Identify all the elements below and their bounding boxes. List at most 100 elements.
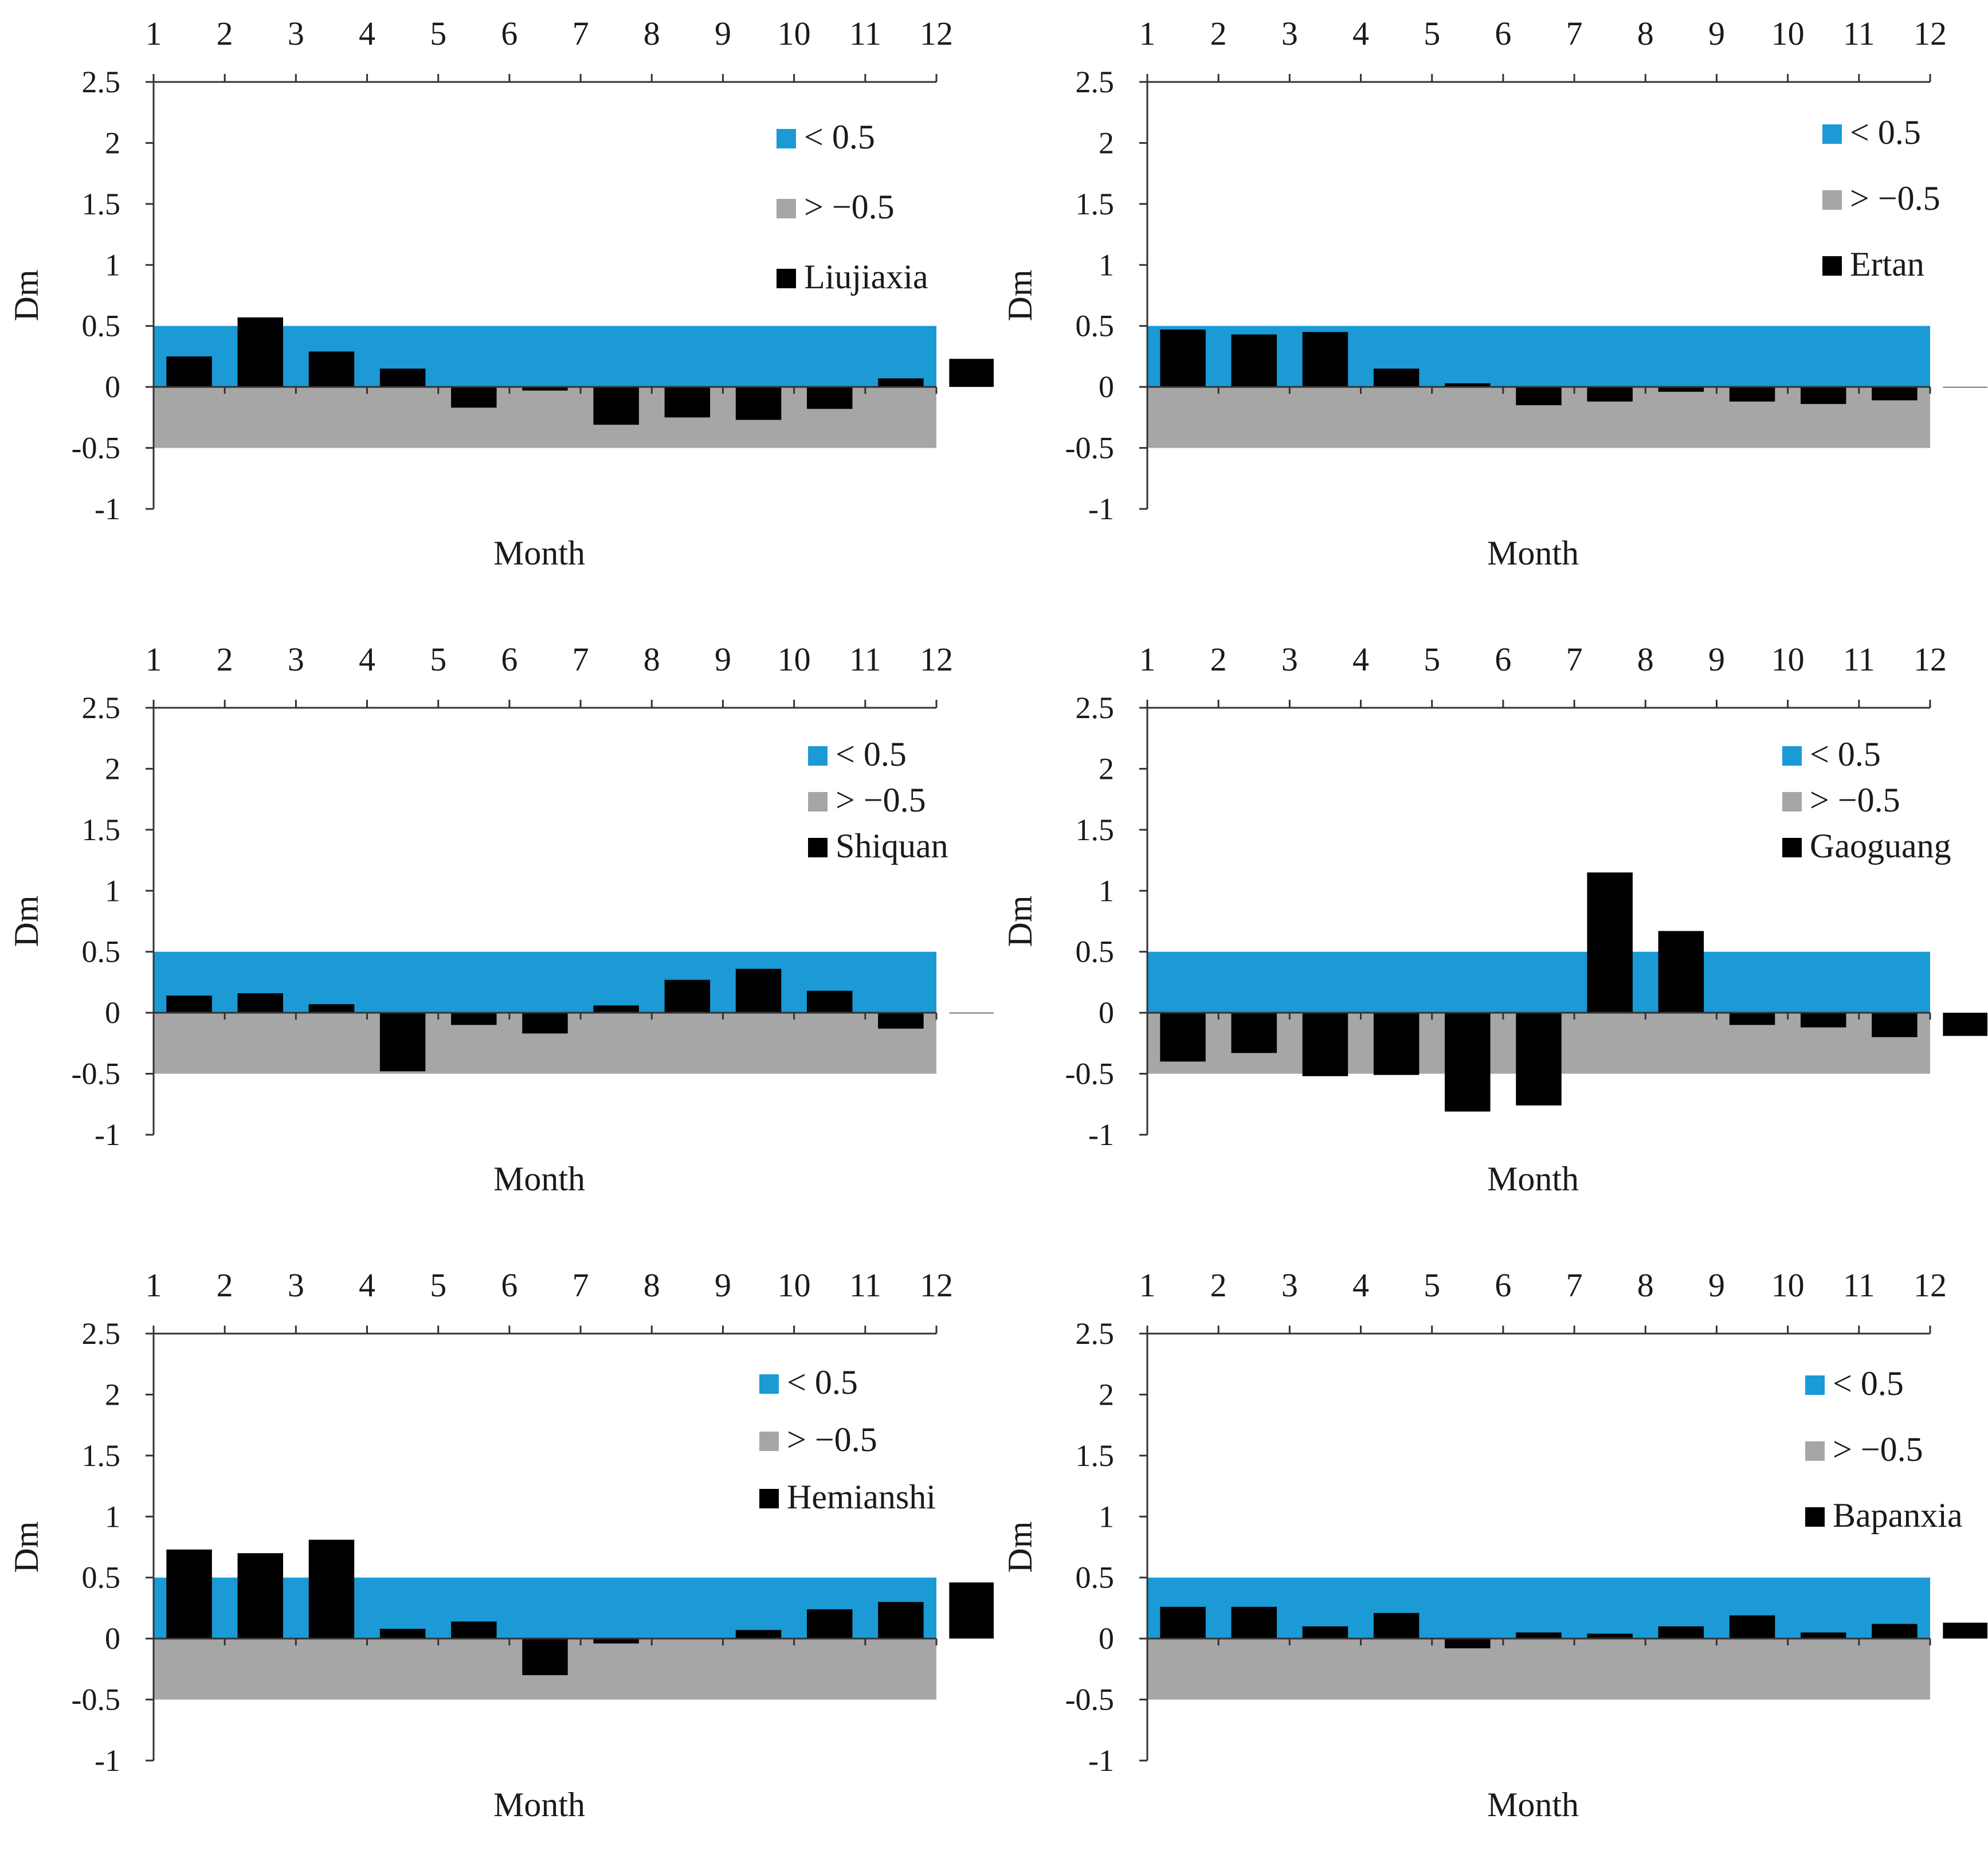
x-tick-label: 11 bbox=[849, 641, 881, 678]
bar-month-6 bbox=[522, 387, 568, 391]
legend-swatch bbox=[1805, 1375, 1825, 1395]
x-tick-label: 6 bbox=[1495, 15, 1511, 52]
x-tick-label: 3 bbox=[288, 641, 304, 678]
y-tick-label: 2 bbox=[105, 126, 120, 160]
bar-month-3 bbox=[1302, 332, 1348, 387]
bar-month-3 bbox=[1302, 1626, 1348, 1639]
bar-month-9 bbox=[1729, 1615, 1775, 1639]
y-tick-label: -1 bbox=[1088, 1118, 1114, 1152]
x-axis-label: Month bbox=[493, 534, 585, 572]
legend-swatch bbox=[777, 269, 796, 288]
x-tick-label: 5 bbox=[430, 15, 446, 52]
legend-swatch bbox=[1782, 838, 1802, 857]
bar-month-1 bbox=[1160, 330, 1206, 387]
y-tick-label: 2.5 bbox=[1076, 65, 1115, 99]
bar-month-10 bbox=[806, 1609, 853, 1639]
bar-month-7 bbox=[1587, 872, 1633, 1013]
x-tick-label: 9 bbox=[1708, 1267, 1725, 1304]
y-tick-label: -1 bbox=[1088, 1743, 1114, 1778]
band-below-0.5 bbox=[154, 951, 936, 1013]
legend-swatch bbox=[1822, 190, 1842, 210]
y-tick-label: 1 bbox=[105, 873, 120, 908]
legend-label: Gaoguang bbox=[1810, 827, 1951, 865]
chart-svg: 2.521.510.50-0.5-11 2 3 4 5 6 7 8 9 10 11 12MonthDm… bbox=[7, 15, 995, 572]
x-tick-label: 10 bbox=[1771, 15, 1805, 52]
y-tick-label: 0.5 bbox=[82, 935, 121, 969]
x-tick-label: 3 bbox=[1281, 15, 1298, 52]
chart-panel-gaoguang: 2.5 2 1.5 1 0.5 0 -0.5 -1 1 2 3 4 5 6 7 8 9 10 11 12 Month Dm… bbox=[994, 626, 1988, 1237]
bar-month-10 bbox=[1800, 387, 1846, 404]
x-tick-label: 6 bbox=[1495, 641, 1511, 678]
x-tick-label: 1 bbox=[1139, 15, 1156, 52]
bar-month-11 bbox=[878, 1013, 924, 1029]
bar-month-5 bbox=[451, 1013, 497, 1025]
x-tick-label: 1 bbox=[146, 641, 162, 678]
x-tick-label: 1 bbox=[1139, 1267, 1156, 1304]
x-axis-label: Month bbox=[1487, 534, 1579, 572]
x-tick-label: 9 bbox=[1708, 641, 1725, 678]
x-tick-label: 5 bbox=[430, 1267, 446, 1304]
bar-month-1 bbox=[166, 1549, 212, 1639]
bar-month-8 bbox=[664, 387, 711, 418]
y-tick-label: 1.5 bbox=[82, 187, 121, 221]
y-tick-label: 0.5 bbox=[1076, 935, 1115, 969]
y-tick-label: 1.5 bbox=[82, 813, 121, 847]
bar-month-4 bbox=[1373, 369, 1420, 387]
x-tick-label: 2 bbox=[217, 1267, 233, 1304]
legend-swatch bbox=[777, 199, 796, 218]
x-axis-label: Month bbox=[1487, 1160, 1579, 1198]
legend-label: < 0.5 bbox=[836, 735, 907, 773]
x-tick-label: 1 bbox=[146, 15, 162, 52]
bar-month-6 bbox=[1516, 387, 1562, 406]
x-tick-label: 7 bbox=[573, 641, 589, 678]
y-axis-label: Dm bbox=[7, 896, 45, 947]
x-tick-label: 12 bbox=[920, 15, 953, 52]
x-tick-label: 3 bbox=[1281, 1267, 1298, 1304]
x-tick-label: 11 bbox=[849, 1267, 881, 1304]
bar-month-5 bbox=[1445, 383, 1491, 387]
x-tick-label: 7 bbox=[1566, 1267, 1583, 1304]
bar-month-1 bbox=[1160, 1606, 1206, 1639]
legend-swatch bbox=[759, 1432, 779, 1451]
bar-month-6 bbox=[1516, 1632, 1562, 1639]
y-tick-label: 2 bbox=[1099, 126, 1114, 160]
band-below-0.5 bbox=[154, 1577, 936, 1639]
y-axis-label: Dm bbox=[7, 270, 45, 322]
x-tick-label: 8 bbox=[644, 15, 660, 52]
bar-month-10 bbox=[806, 387, 853, 409]
x-tick-label: 6 bbox=[501, 1267, 517, 1304]
x-tick-label: 8 bbox=[644, 641, 660, 678]
y-tick-label: 1 bbox=[105, 1499, 120, 1534]
bar-month-2 bbox=[237, 1553, 284, 1639]
y-tick-label: 1 bbox=[1099, 248, 1114, 282]
bar-month-12 bbox=[1943, 1013, 1988, 1036]
bar-month-4 bbox=[1373, 1013, 1420, 1075]
x-tick-label: 11 bbox=[1843, 641, 1875, 678]
bar-month-6 bbox=[1516, 1013, 1562, 1106]
bar-month-8 bbox=[1658, 387, 1704, 392]
bar-month-6 bbox=[522, 1638, 568, 1675]
legend-label: > −0.5 bbox=[1810, 781, 1900, 819]
x-tick-label: 8 bbox=[1637, 641, 1654, 678]
y-tick-label: 2.5 bbox=[82, 1316, 121, 1351]
x-tick-label: 7 bbox=[1566, 641, 1583, 678]
y-tick-label: 0 bbox=[1099, 995, 1114, 1030]
bar-month-4 bbox=[379, 1013, 426, 1072]
y-tick-label: 2 bbox=[105, 751, 120, 786]
legend-label: > −0.5 bbox=[1850, 179, 1940, 217]
bar-month-12 bbox=[949, 1582, 995, 1639]
x-tick-label: 8 bbox=[1637, 1267, 1654, 1304]
y-axis-label: Dm bbox=[1001, 1522, 1039, 1573]
bar-month-9 bbox=[1729, 387, 1775, 402]
y-tick-label: -1 bbox=[95, 492, 120, 526]
bar-month-1 bbox=[166, 356, 212, 387]
bar-month-2 bbox=[1231, 1013, 1277, 1053]
x-axis-label: Month bbox=[493, 1160, 585, 1198]
legend-label: < 0.5 bbox=[1850, 113, 1921, 151]
bar-month-10 bbox=[806, 990, 853, 1013]
y-tick-label: -0.5 bbox=[1065, 1057, 1114, 1091]
x-axis-label: Month bbox=[493, 1786, 585, 1824]
y-tick-label: -0.5 bbox=[72, 1683, 120, 1717]
bar-month-2 bbox=[1231, 334, 1277, 387]
y-tick-label: 0.5 bbox=[82, 309, 121, 343]
